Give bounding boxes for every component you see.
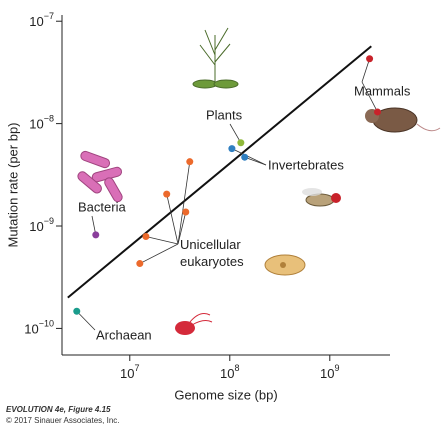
x-axis-label: Genome size (bp) (174, 387, 277, 402)
y-tick-label: 10−10 (24, 319, 54, 337)
leader-line (177, 161, 191, 245)
archaean-illustration (175, 313, 213, 335)
leader-line (139, 243, 179, 264)
annotation: Plants (206, 107, 243, 122)
footer-figure: EVOLUTION 4e, Figure 4.15 (6, 405, 111, 414)
data-point (142, 232, 150, 240)
x-tick-label: 107 (120, 363, 139, 381)
leader-line (244, 156, 267, 166)
leader-line (229, 123, 242, 143)
data-point (228, 145, 236, 153)
leader-line (361, 81, 378, 113)
data-point (366, 55, 374, 63)
data-point (182, 208, 190, 216)
data-point (136, 260, 144, 268)
annotation: Invertebrates (268, 157, 344, 172)
y-axis-label: Mutation rate (per bp) (5, 122, 20, 247)
paramecium-illustration (264, 254, 306, 276)
x-tick-label: 109 (320, 363, 339, 381)
data-point (92, 231, 100, 239)
data-point (163, 190, 171, 198)
plant-illustration (192, 27, 239, 89)
leader-line (177, 211, 187, 245)
fit-line (67, 45, 372, 299)
data-point (186, 158, 194, 166)
leader-line (166, 194, 179, 245)
annotation: Unicellular eukaryotes (180, 237, 244, 269)
bacteria-illustration (77, 150, 123, 203)
annotation: Archaean (96, 327, 152, 342)
leader-line (361, 58, 370, 83)
leader-line (231, 148, 267, 166)
y-tick-label: 10−7 (29, 12, 54, 30)
data-point (374, 108, 382, 116)
x-tick-label: 108 (220, 363, 239, 381)
footer-copyright: © 2017 Sinauer Associates, Inc. (6, 416, 120, 425)
leader-line (76, 311, 96, 331)
annotation: Mammals (354, 83, 411, 98)
data-point (237, 139, 245, 147)
data-point (241, 153, 249, 161)
y-tick-label: 10−8 (29, 114, 54, 132)
fly-illustration (302, 188, 341, 207)
leader-line (145, 236, 179, 245)
annotation: Bacteria (78, 199, 126, 214)
y-tick-label: 10−9 (29, 216, 54, 234)
data-point (73, 307, 81, 315)
